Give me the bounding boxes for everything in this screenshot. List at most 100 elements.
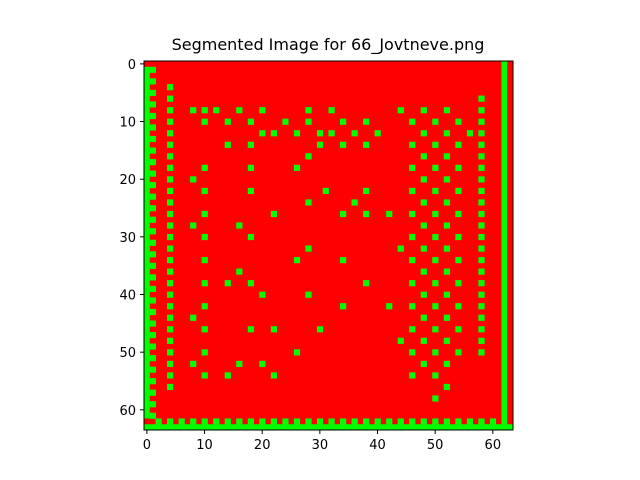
segment-cell <box>420 291 427 298</box>
segment-cell <box>478 141 485 148</box>
segment-cell <box>455 257 462 264</box>
right-border-segment <box>501 61 508 430</box>
segment-cell <box>432 233 439 241</box>
segment-cell <box>201 349 208 356</box>
segment-cell <box>466 418 474 425</box>
segment-cell <box>224 372 231 379</box>
segment-cell <box>478 222 485 229</box>
segment-cell <box>455 164 462 171</box>
segment-cell <box>201 107 208 114</box>
segment-cell <box>443 176 450 183</box>
segment-cell <box>190 360 197 367</box>
segment-cell <box>386 303 393 310</box>
segment-cell <box>363 280 370 287</box>
segment-cell <box>247 280 254 287</box>
segment-cell <box>201 187 208 195</box>
segment-cell <box>167 222 174 229</box>
x-tick-label: 0 <box>143 438 151 453</box>
background-region <box>144 61 513 430</box>
segment-cell <box>420 107 427 114</box>
segment-cell <box>201 118 208 125</box>
segment-cell <box>397 245 404 252</box>
segment-cell <box>409 418 416 425</box>
x-tick-label: 30 <box>312 438 329 453</box>
segment-cell <box>443 337 450 344</box>
segment-cell <box>478 268 485 275</box>
segment-cell <box>190 418 197 425</box>
segment-cell <box>478 337 485 344</box>
segment-cell <box>167 372 174 379</box>
segment-cell <box>420 176 427 183</box>
segment-cell <box>190 222 197 229</box>
plot-area <box>143 60 514 431</box>
segment-cell <box>293 257 301 264</box>
segment-cell <box>363 187 370 195</box>
segment-cell <box>316 418 324 425</box>
segment-cell <box>270 210 278 218</box>
segment-cell <box>397 337 404 344</box>
segment-cell <box>149 205 156 212</box>
segment-cell <box>420 268 427 275</box>
segment-cell <box>432 303 439 310</box>
segment-cell <box>149 89 156 96</box>
segment-cell <box>443 130 450 137</box>
segment-cell <box>409 233 416 241</box>
segment-cell <box>340 210 347 218</box>
y-tick-label: 60 <box>119 404 136 419</box>
segment-cell <box>478 314 485 321</box>
segment-cell <box>340 141 347 148</box>
y-tick-label: 20 <box>119 173 136 188</box>
segment-cell <box>149 343 156 350</box>
segment-cell <box>420 199 427 206</box>
segment-cell <box>455 141 462 148</box>
segment-cell <box>420 130 427 137</box>
segment-cell <box>478 187 485 195</box>
segment-cell <box>167 107 174 114</box>
segment-cell <box>420 153 427 160</box>
segment-cell <box>236 268 243 275</box>
segment-cell <box>409 210 416 218</box>
segment-cell <box>455 326 462 333</box>
plot-frame <box>143 60 514 431</box>
segment-cell <box>149 297 156 304</box>
segment-cell <box>224 280 231 287</box>
segment-cell <box>432 395 439 402</box>
segment-cell <box>149 101 156 108</box>
y-tick-label: 40 <box>119 289 136 304</box>
segment-cell <box>363 118 370 125</box>
segment-cell <box>149 378 156 385</box>
segment-cell <box>149 228 156 235</box>
segment-cell <box>149 412 156 419</box>
segment-cell <box>420 360 427 367</box>
segment-cell <box>443 314 450 321</box>
segment-cell <box>201 164 208 171</box>
segment-cell <box>270 372 278 379</box>
segment-cell <box>149 193 156 200</box>
segment-cell <box>149 331 156 339</box>
segment-cell <box>409 118 416 125</box>
segment-cell <box>190 314 197 321</box>
x-axis: 0 10 20 30 40 50 60 <box>143 430 501 453</box>
segment-cell <box>167 210 174 218</box>
segment-cell <box>167 164 174 171</box>
segment-cell <box>293 164 301 171</box>
segment-cell <box>167 187 174 195</box>
segment-cell <box>167 268 174 275</box>
segment-cell <box>478 291 485 298</box>
segment-cell <box>149 112 156 120</box>
segment-cell <box>328 130 335 137</box>
segment-cell <box>247 141 254 148</box>
segment-cell <box>247 233 254 241</box>
segment-cell <box>201 210 208 218</box>
segment-cell <box>167 303 174 310</box>
segment-cell <box>149 216 156 223</box>
segment-cell <box>149 389 156 396</box>
segment-cell <box>167 314 174 321</box>
y-tick-label: 10 <box>119 116 136 131</box>
segment-cell <box>443 153 450 160</box>
segment-cell <box>432 141 439 148</box>
segment-cell <box>167 233 174 241</box>
segment-cell <box>190 176 197 183</box>
segment-cell <box>155 418 162 425</box>
